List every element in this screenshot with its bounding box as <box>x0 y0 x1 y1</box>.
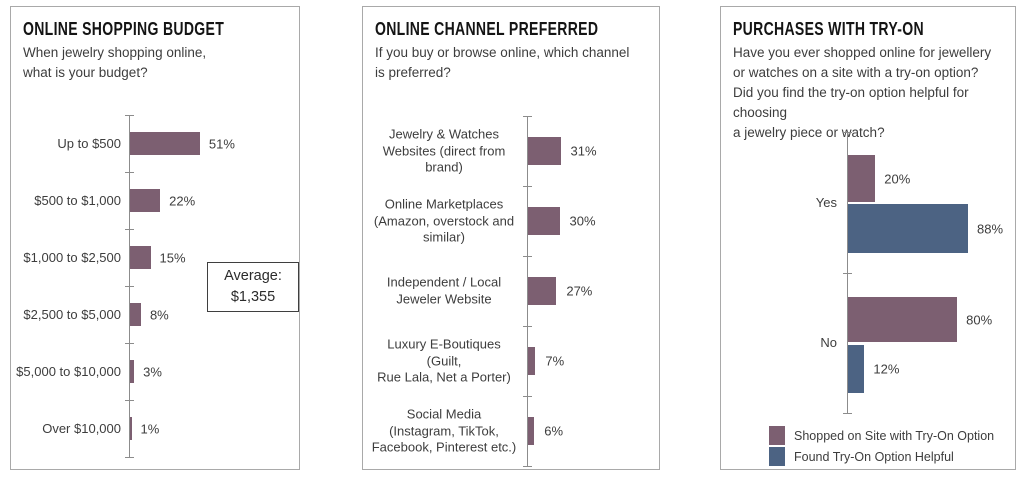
axis-tick <box>843 273 852 274</box>
bar-value: 3% <box>143 364 162 379</box>
bar <box>130 360 135 383</box>
category-label: No <box>820 334 837 350</box>
axis-tick <box>523 116 532 117</box>
category-label: $1,000 to $2,500 <box>23 249 121 265</box>
axis-tick <box>523 466 532 467</box>
axis-tick <box>523 256 532 257</box>
axis-tick <box>523 326 532 327</box>
bar-value: 27% <box>566 283 593 299</box>
axis-tick <box>843 132 852 133</box>
bar-value: 80% <box>966 312 993 327</box>
bar-value: 6% <box>544 423 564 439</box>
legend-swatch-blue <box>769 447 785 466</box>
bar-value: 8% <box>149 307 169 322</box>
legend-item-shopped: Shopped on Site with Try-On Option <box>769 426 994 445</box>
legend-swatch-purple <box>769 426 785 445</box>
panel-title: ONLINE CHANNEL PREFERRED <box>375 19 599 39</box>
tryon-chart: Yes 20% 88% No 80% 12% <box>721 7 1015 469</box>
category-label: $5,000 to $10,000 <box>16 363 121 379</box>
axis-tick <box>523 396 532 397</box>
bar <box>848 204 969 253</box>
y-axis-line <box>847 132 848 413</box>
bar <box>130 303 141 326</box>
category-label: Social Media (Instagram, TikTok, Faceboo… <box>371 406 517 455</box>
bar-value: 22% <box>169 193 196 208</box>
legend-label: Shopped on Site with Try-On Option <box>794 428 995 443</box>
bar <box>528 277 557 305</box>
panel-online-channel-preferred: ONLINE CHANNEL PREFERRED If you buy or b… <box>362 6 660 470</box>
category-label: Online Marketplaces (Amazon, overstock a… <box>373 196 515 245</box>
axis-tick <box>125 115 134 116</box>
bar <box>848 345 865 393</box>
bar-value: 88% <box>977 221 1004 236</box>
legend-label: Found Try-On Option Helpful <box>794 449 954 464</box>
bar <box>130 246 151 269</box>
panel-subtitle: When jewelry shopping online, what is yo… <box>23 45 207 80</box>
bar <box>528 347 536 375</box>
bar <box>528 137 561 165</box>
axis-tick <box>523 186 532 187</box>
category-label: Luxury E-Boutiques (Guilt, Rue Lala, Net… <box>377 336 511 385</box>
bar <box>130 132 200 155</box>
category-label: Independent / Local Jeweler Website <box>386 274 502 307</box>
category-label: $500 to $1,000 <box>34 192 121 208</box>
bar <box>528 417 535 445</box>
bar <box>848 155 876 202</box>
bar-value: 12% <box>873 361 900 377</box>
legend-item-helpful: Found Try-On Option Helpful <box>769 447 954 466</box>
axis-tick <box>125 229 134 230</box>
axis-tick <box>125 457 134 458</box>
category-label: Yes <box>815 194 837 210</box>
bar-value: 51% <box>208 136 235 151</box>
bar-value: 15% <box>159 250 186 265</box>
category-label: $2,500 to $5,000 <box>23 306 121 322</box>
panel-title: PURCHASES WITH TRY-ON <box>733 19 924 39</box>
channel-chart: Jewelry & Watches Websites (direct from … <box>363 7 659 469</box>
y-axis-line <box>527 116 528 466</box>
average-annotation-box: Average: $1,355 <box>207 262 299 312</box>
panel-title: ONLINE SHOPPING BUDGET <box>23 19 225 39</box>
bar-value: 1% <box>140 421 160 436</box>
axis-tick <box>843 413 852 414</box>
bar <box>528 207 560 235</box>
axis-tick <box>125 286 134 287</box>
panel-online-shopping-budget: ONLINE SHOPPING BUDGET When jewelry shop… <box>10 6 300 470</box>
category-label: Jewelry & Watches Websites (direct from … <box>382 126 506 175</box>
axis-tick <box>125 343 134 344</box>
bar <box>130 417 132 440</box>
bar-value: 31% <box>570 143 597 159</box>
panel-subtitle: Have you ever shopped online for jewelle… <box>733 45 992 140</box>
budget-chart: Up to $500 51% $500 to $1,000 22% $1,000 to … <box>11 7 299 469</box>
panel-purchases-with-try-on: PURCHASES WITH TRY-ON Have you ever shop… <box>720 6 1016 470</box>
axis-tick <box>125 172 134 173</box>
bar-value: 7% <box>545 353 565 369</box>
bar-value: 20% <box>884 171 911 186</box>
bar <box>130 189 161 212</box>
panel-subtitle: If you buy or browse online, which chann… <box>375 45 630 80</box>
category-label: Up to $500 <box>57 135 121 151</box>
bar <box>848 297 958 342</box>
category-label: Over $10,000 <box>42 420 121 436</box>
axis-tick <box>125 400 134 401</box>
bar-value: 30% <box>569 213 596 229</box>
